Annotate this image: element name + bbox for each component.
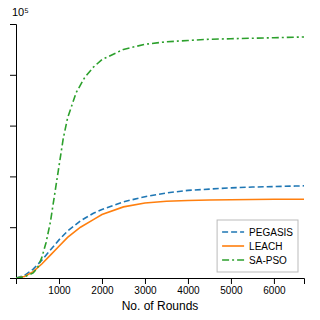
x-tick: 3000 (134, 278, 157, 296)
y-tick (10, 126, 16, 127)
legend: PEGASIS LEACH SA-PSO (217, 220, 298, 272)
x-tick-label: 4000 (177, 285, 200, 296)
x-axis: 1000 2000 3000 4000 5000 6000 (17, 278, 305, 296)
x-tick: 5000 (220, 278, 243, 296)
x-tick: 6000 (263, 278, 286, 296)
x-tick-label: 6000 (263, 285, 286, 296)
legend-swatch (222, 259, 244, 261)
series-line (16, 199, 304, 278)
chart: 1000 2000 3000 4000 5000 6000 No. of Rounds 10⁵… (0, 0, 320, 320)
x-tick-mark (188, 278, 189, 284)
x-tick-label: 1000 (48, 285, 71, 296)
x-axis-line (17, 279, 305, 285)
series-line (16, 186, 304, 278)
x-tick-label: 5000 (220, 285, 243, 296)
lines (16, 37, 304, 278)
y-tick (10, 278, 16, 279)
y-axis (10, 25, 17, 279)
y-tick (10, 75, 16, 76)
legend-item: PEGASIS (222, 227, 293, 238)
x-tick-label: 2000 (91, 285, 114, 296)
plot: 1000 2000 3000 4000 5000 6000 (10, 25, 305, 297)
x-tick-mark (59, 278, 60, 284)
x-tick-mark (145, 278, 146, 284)
y-tick (10, 176, 16, 177)
x-tick: 1000 (48, 278, 71, 296)
legend-swatch (222, 245, 244, 247)
annotation: 10⁵ (12, 6, 29, 18)
y-tick-mark (10, 227, 16, 228)
legend-swatch (222, 231, 244, 233)
series-line (16, 37, 304, 278)
legend-box (217, 220, 298, 272)
x-tick: 2000 (91, 278, 114, 296)
y-axis-line (10, 25, 17, 279)
y-tick-mark (10, 75, 16, 76)
x-tick-mark (231, 278, 232, 284)
x-tick: 4000 (177, 278, 200, 296)
x-tick-mark (274, 278, 275, 284)
x-axis-title: No. of Rounds (122, 299, 199, 313)
legend-item: SA-PSO (222, 255, 287, 266)
y-tick-mark (10, 176, 16, 177)
y-tick (10, 227, 16, 228)
x-tick-label: 3000 (134, 285, 157, 296)
legend-label: PEGASIS (249, 227, 293, 238)
legend-label: SA-PSO (249, 255, 287, 266)
legend-item: LEACH (222, 241, 282, 252)
y-tick-mark (10, 24, 16, 25)
y-tick (10, 24, 16, 25)
legend-label: LEACH (249, 241, 282, 252)
y-tick-mark (10, 126, 16, 127)
y-tick-mark (10, 278, 16, 279)
x-tick-mark (102, 278, 103, 284)
